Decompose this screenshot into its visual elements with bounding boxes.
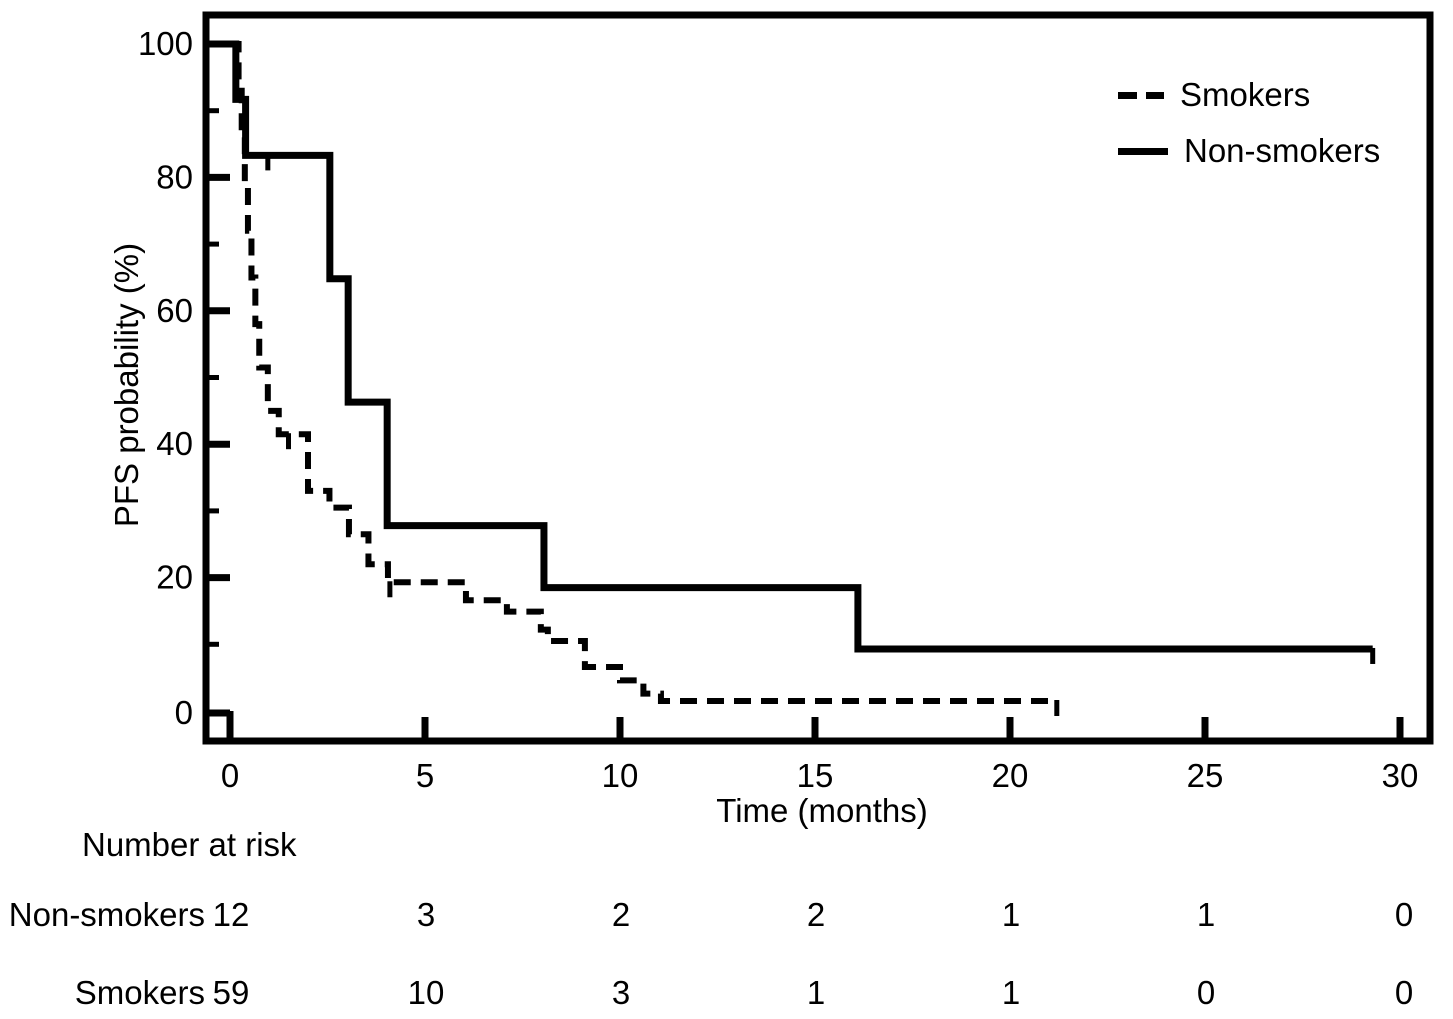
y-tick-label: 100 bbox=[138, 25, 193, 62]
x-axis-title: Time (months) bbox=[716, 792, 928, 829]
risk-value: 0 bbox=[1394, 896, 1414, 933]
risk-value: 2 bbox=[806, 896, 826, 933]
y-tick-label: 80 bbox=[156, 158, 193, 195]
risk-value: 3 bbox=[611, 974, 631, 1011]
dashed-line-swatch bbox=[1118, 91, 1164, 99]
risk-value: 10 bbox=[407, 974, 445, 1011]
x-tick-label: 0 bbox=[221, 757, 239, 794]
risk-value: 0 bbox=[1196, 974, 1216, 1011]
risk-value: 0 bbox=[1394, 974, 1414, 1011]
x-tick-label: 15 bbox=[797, 757, 834, 794]
risk-value: 12 bbox=[212, 896, 250, 933]
risk-value: 1 bbox=[806, 974, 826, 1011]
y-tick-label: 0 bbox=[175, 694, 193, 731]
risk-table-title: Number at risk bbox=[82, 826, 297, 863]
risk-row-smokers: Smokers 59 10 3 1 1 0 0 bbox=[0, 974, 1453, 1014]
risk-value: 1 bbox=[1001, 896, 1021, 933]
legend-item-smokers: Smokers bbox=[1118, 76, 1380, 114]
y-tick-label: 40 bbox=[156, 425, 193, 462]
risk-row-nonsmokers: Non-smokers 12 3 2 2 1 1 0 bbox=[0, 896, 1453, 936]
x-tick-label: 10 bbox=[602, 757, 639, 794]
legend-item-nonsmokers: Non-smokers bbox=[1118, 132, 1380, 170]
risk-value: 59 bbox=[212, 974, 250, 1011]
risk-row-label: Non-smokers bbox=[8, 896, 205, 933]
risk-value: 2 bbox=[611, 896, 631, 933]
x-tick-label: 5 bbox=[416, 757, 434, 794]
solid-line-swatch bbox=[1118, 147, 1168, 155]
x-tick-label: 30 bbox=[1382, 757, 1419, 794]
risk-value: 1 bbox=[1196, 896, 1216, 933]
smokers-curve bbox=[230, 41, 1057, 704]
y-tick-label: 20 bbox=[156, 559, 193, 596]
y-tick-label: 60 bbox=[156, 292, 193, 329]
legend-label-smokers: Smokers bbox=[1180, 76, 1311, 113]
x-tick-label: 20 bbox=[992, 757, 1029, 794]
x-tick-label: 25 bbox=[1187, 757, 1224, 794]
risk-value: 3 bbox=[416, 896, 436, 933]
legend: Smokers Non-smokers bbox=[1118, 76, 1380, 188]
legend-label-nonsmokers: Non-smokers bbox=[1184, 132, 1381, 169]
risk-row-label: Smokers bbox=[74, 974, 205, 1011]
y-axis-title: PFS probability (%) bbox=[108, 242, 145, 528]
risk-value: 1 bbox=[1001, 974, 1021, 1011]
